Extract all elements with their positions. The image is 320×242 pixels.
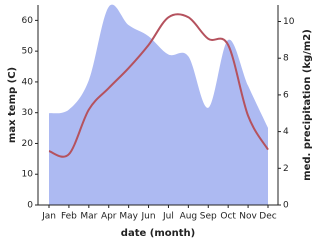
x-tick-label: Aug bbox=[180, 212, 198, 222]
x-tick-label: May bbox=[119, 212, 138, 222]
y-tick-label: 0 bbox=[27, 201, 33, 211]
y2-tick-label: 6 bbox=[283, 90, 289, 100]
temp-line bbox=[48, 13, 269, 158]
y2-axis-label: med. precipitation (kg/m2) bbox=[302, 29, 313, 181]
x-tick-label: Apr bbox=[101, 212, 117, 222]
y2-tick-label: 4 bbox=[283, 127, 289, 137]
x-tick-label: Oct bbox=[220, 212, 236, 222]
x-tick-label: Sep bbox=[200, 212, 217, 222]
y-tick-label: 30 bbox=[22, 108, 34, 118]
y2-tick-label: 2 bbox=[283, 164, 289, 174]
x-tick-label: Jun bbox=[141, 212, 156, 222]
x-tick-label: Jul bbox=[162, 212, 174, 222]
x-tick-label: Jan bbox=[41, 212, 56, 222]
y-tick-label: 40 bbox=[22, 77, 34, 87]
y-tick-label: 60 bbox=[22, 16, 34, 26]
y-tick-label: 10 bbox=[22, 170, 34, 180]
y-axis-label: max temp (C) bbox=[7, 67, 18, 143]
x-tick-label: Feb bbox=[61, 212, 77, 222]
x-axis-label: date (month) bbox=[121, 228, 195, 239]
y2-tick-label: 0 bbox=[283, 201, 289, 211]
y2-tick-label: 8 bbox=[283, 54, 289, 64]
x-tick-label: Nov bbox=[239, 212, 257, 222]
y-tick-label: 50 bbox=[22, 47, 34, 57]
y-tick-label: 20 bbox=[22, 139, 34, 149]
x-tick-label: Mar bbox=[80, 212, 97, 222]
x-tick-label: Dec bbox=[259, 212, 276, 222]
y2-tick-label: 10 bbox=[283, 17, 295, 27]
precip-area bbox=[49, 4, 268, 205]
